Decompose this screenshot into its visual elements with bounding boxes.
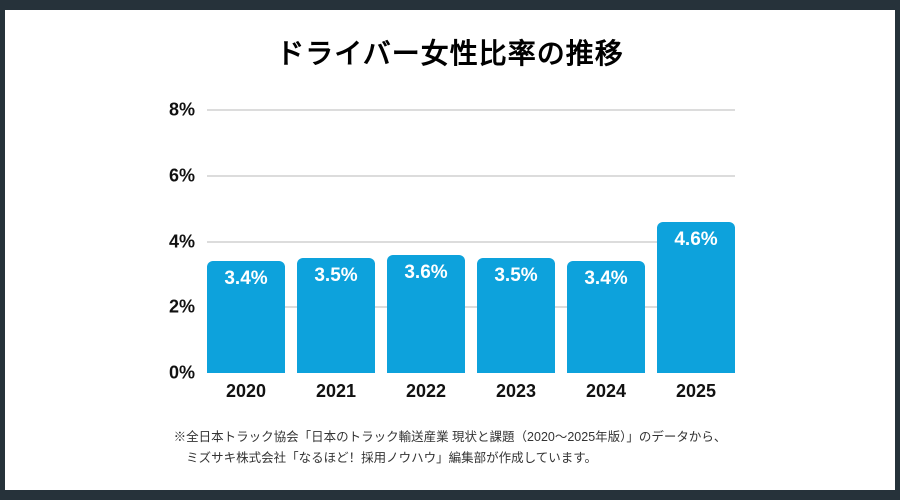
bar-2023: 3.5% [477,257,555,373]
x-axis: 2020 2021 2022 2023 2024 2025 [207,381,735,402]
bars: 3.4% 3.5% 3.6% 3.5% 3.4% 4.6% [207,110,735,373]
footnote-line-2: ミズサキ株式会社「なるほど！採用ノウハウ」編集部が作成しています。 [186,450,597,465]
x-tick-label-2022: 2022 [405,381,447,401]
gridline-6pct [207,174,735,177]
x-tick-label-2020: 2020 [225,381,267,401]
footnote: ※全日本トラック協会「日本のトラック輸送産業 現状と課題（2020～2025年版… [5,427,895,468]
bar-value-label: 3.4% [224,268,268,290]
y-axis: 0% 2% 4% 6% 8% [123,100,195,383]
bar-value-label: 3.4% [584,268,628,290]
chart-card: ドライバー女性比率の推移 0% 2% 4% 6% 8% 3.4% 3.5% 3.6% 3.5%… [5,10,895,490]
x-tick-label-2025: 2025 [675,381,717,401]
bar-value-label: 3.6% [404,261,448,283]
bar-value-label: 4.6% [674,228,718,250]
footnote-line-1: ※全日本トラック協会「日本のトラック輸送産業 現状と課題（2020～2025年版… [173,430,727,444]
bar-value-label: 3.5% [494,264,538,286]
bar-2021: 3.5% [297,257,375,373]
x-tick-label-2021: 2021 [315,381,357,401]
y-tick-label: 2% [168,296,195,317]
x-tick-label-2024: 2024 [585,381,627,401]
bar-2020: 3.4% [207,261,285,373]
footnote-block: ※全日本トラック協会「日本のトラック輸送産業 現状と課題（2020～2025年版… [174,427,727,468]
y-tick-label: 8% [168,99,195,120]
gridline-8pct [207,109,735,111]
x-tick-label-2023: 2023 [495,381,537,401]
bar-value-label: 3.5% [314,264,358,286]
bar-2025: 4.6% [657,221,735,373]
gridline-2pct [207,306,735,309]
y-tick-label: 6% [168,165,195,186]
y-tick-label: 4% [168,231,195,251]
gridline-4pct [207,240,735,243]
bar-2024: 3.4% [567,261,645,373]
plot-area: 3.4% 3.5% 3.6% 3.5% 3.4% 4.6% [207,109,735,373]
y-tick-label: 0% [168,362,195,383]
bar-2022: 3.6% [387,254,465,373]
chart-title: ドライバー女性比率の推移 [276,38,624,69]
